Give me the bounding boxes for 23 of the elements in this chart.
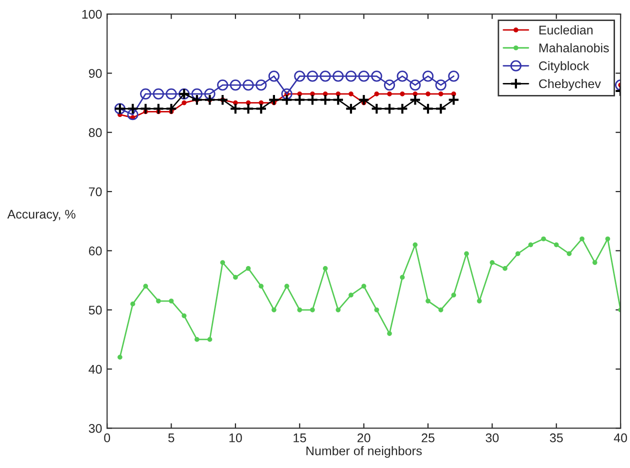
x-axis-title: Number of neighbors xyxy=(306,446,422,458)
y-tick-label: 100 xyxy=(82,10,102,19)
x-tick-label: 5 xyxy=(168,434,174,442)
legend-label: Chebychev xyxy=(539,78,601,91)
x-tick-label: 25 xyxy=(422,433,434,442)
y-tick-label: 70 xyxy=(88,187,102,196)
y-tick-label: 60 xyxy=(88,246,102,256)
legend-label: Mahalanobis xyxy=(539,43,609,52)
x-tick-label: 0 xyxy=(104,433,110,442)
y-axis-title: Accuracy, % xyxy=(7,210,76,222)
y-tick-label: 90 xyxy=(88,69,102,78)
x-tick-label: 10 xyxy=(229,433,242,442)
x-tick-label: 35 xyxy=(550,433,563,442)
legend-label: Eucledian xyxy=(539,25,593,34)
y-tick-label: 40 xyxy=(88,364,102,374)
y-tick-label: 80 xyxy=(88,128,102,138)
x-tick-label: 30 xyxy=(486,433,499,442)
x-tick-label: 20 xyxy=(358,433,370,442)
y-tick-label: 50 xyxy=(88,306,102,315)
y-tick-label: 30 xyxy=(88,424,102,433)
legend-label: Cityblock xyxy=(539,61,590,73)
x-tick-label: 15 xyxy=(294,434,306,442)
x-tick-label: 40 xyxy=(614,433,628,442)
